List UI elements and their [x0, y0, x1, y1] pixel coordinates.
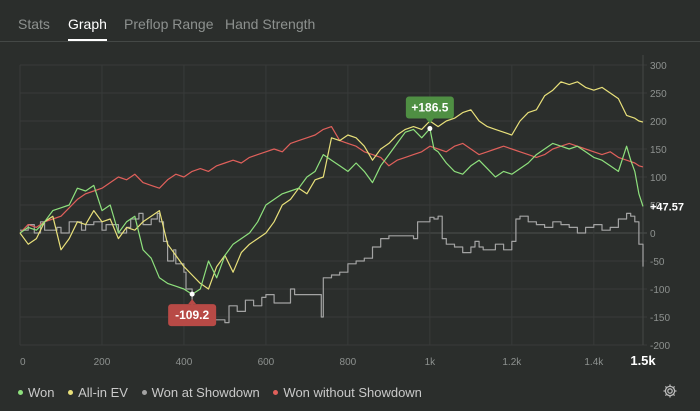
x-tick-label: 1.5k: [630, 353, 656, 368]
settings-gear-icon[interactable]: [662, 383, 678, 399]
y-tick-label: 100: [650, 173, 667, 184]
y-tick-label: 50: [650, 201, 662, 212]
legend-label-won-at-showdown: Won at Showdown: [151, 385, 260, 400]
annotation-point: [427, 126, 433, 132]
legend-item-won[interactable]: Won: [18, 385, 55, 400]
annotation-pointer: [188, 299, 197, 305]
y-tick-label: -100: [650, 285, 670, 296]
legend-dot-won-without-showdown: [273, 390, 279, 396]
y-tick-label: -50: [650, 257, 665, 268]
x-tick-label: 1.2k: [502, 357, 522, 368]
legend-dot-won: [18, 390, 23, 396]
x-tick-label: 600: [258, 357, 275, 368]
annotation-badge: [168, 304, 217, 327]
legend-item-won-without-showdown[interactable]: Won without Showdown: [273, 385, 422, 400]
legend-item-all-in-ev[interactable]: All-in EV: [68, 385, 128, 400]
y-tick-label: 0: [650, 229, 656, 240]
profit-graph[interactable]: 300 250 200 150 100 50 0 -50 -100 -150 -200 0 200 400…: [0, 41, 700, 371]
series-line-won-without-showdown: [19, 126, 644, 234]
end-value-label: +47.57: [650, 201, 684, 213]
x-tick-label: 200: [94, 357, 111, 368]
y-tick-label: 200: [650, 117, 667, 128]
y-tick-label: -150: [650, 313, 670, 324]
legend: Won All-in EV Won at Showdown Won withou…: [18, 385, 432, 400]
legend-dot-won-at-showdown: [141, 390, 147, 396]
annotation-label: -109.2: [175, 308, 209, 322]
annotation-badge: [405, 96, 454, 119]
series-line-won: [19, 128, 644, 295]
annotation-point: [189, 291, 195, 297]
series-line-all-in-ev: [19, 81, 644, 290]
legend-dot-all-in-ev: [68, 390, 74, 396]
annotation-pointer: [425, 118, 434, 124]
tab-stats[interactable]: Stats: [18, 16, 50, 32]
tab-graph[interactable]: Graph: [68, 16, 107, 41]
x-tick-label: 1.4k: [584, 357, 604, 368]
tab-preflop-range[interactable]: Preflop Range: [124, 16, 214, 32]
legend-label-won-without-showdown: Won without Showdown: [283, 385, 422, 400]
y-tick-label: 300: [650, 61, 667, 72]
y-tick-label: -200: [650, 341, 670, 352]
x-tick-label: 0: [20, 357, 26, 368]
legend-label-all-in-ev: All-in EV: [78, 385, 128, 400]
x-tick-label: 800: [340, 357, 357, 368]
annotation-label: +186.5: [411, 101, 448, 115]
x-tick-label: 400: [176, 357, 193, 368]
series-line-won-at-showdown: [20, 212, 644, 326]
legend-label-won: Won: [28, 385, 55, 400]
y-tick-label: 150: [650, 145, 667, 156]
y-tick-label: 250: [650, 89, 667, 100]
tab-bar: Stats Graph Preflop Range Hand Strength: [0, 0, 700, 42]
x-tick-label: 1k: [425, 357, 437, 368]
tab-hand-strength[interactable]: Hand Strength: [225, 16, 316, 32]
legend-item-won-at-showdown[interactable]: Won at Showdown: [141, 385, 260, 400]
